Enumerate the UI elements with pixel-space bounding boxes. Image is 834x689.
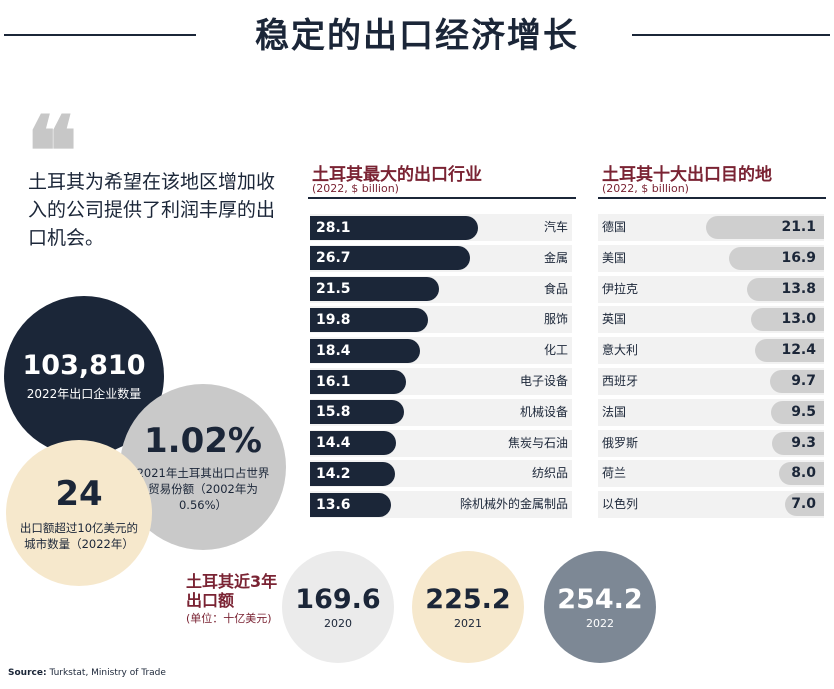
cities-value: 24 bbox=[55, 474, 103, 514]
source-text: Turkstat, Ministry of Trade bbox=[49, 668, 166, 678]
destinations-rule bbox=[598, 197, 826, 199]
year-label: 2020 bbox=[324, 617, 352, 630]
trade-share-stat: 1.02% 2021年土耳其出口占世界贸易份额（2002年为0.56%） bbox=[120, 384, 286, 550]
destination-country: 伊拉克 bbox=[602, 281, 639, 296]
year-export-bubble: 169.6 2020 bbox=[282, 551, 394, 663]
destinations-title: 土耳其十大出口目的地 bbox=[602, 165, 772, 185]
recent-exports-title-line2: 出口额 bbox=[186, 591, 235, 610]
industry-bar bbox=[310, 307, 428, 332]
industry-bar-value: 18.4 bbox=[316, 342, 351, 359]
destination-bar-value: 7.0 bbox=[791, 496, 816, 513]
industry-bar bbox=[310, 338, 420, 363]
cities-label: 出口额超过10亿美元的城市数量（2022年） bbox=[19, 521, 139, 551]
destination-country: 法国 bbox=[602, 404, 627, 419]
industry-bar bbox=[310, 246, 470, 271]
industries-title: 土耳其最大的出口行业 bbox=[312, 165, 482, 185]
industry-bar-value: 13.6 bbox=[316, 496, 351, 513]
destination-bar bbox=[779, 462, 824, 486]
destination-country: 意大利 bbox=[602, 343, 639, 358]
destination-bar bbox=[771, 400, 824, 424]
destination-bar-value: 12.4 bbox=[781, 342, 816, 359]
industry-category: 焦炭与石油 bbox=[507, 435, 568, 450]
destination-country: 俄罗斯 bbox=[602, 435, 639, 450]
destination-bar bbox=[772, 431, 824, 455]
page-title: 稳定的出口经济增长 bbox=[255, 16, 579, 56]
industry-bar bbox=[310, 369, 406, 394]
trade-share-label: 2021年土耳其出口占世界贸易份额（2002年为0.56%） bbox=[136, 466, 270, 512]
destination-bar bbox=[729, 246, 824, 270]
destination-bar-value: 13.0 bbox=[781, 311, 816, 328]
destination-bar bbox=[751, 308, 824, 332]
destination-country: 德国 bbox=[602, 220, 627, 234]
destination-country: 荷兰 bbox=[602, 466, 627, 481]
year-export-bubble: 254.2 2022 bbox=[544, 551, 656, 663]
recent-exports-title-line1: 土耳其近3年 bbox=[186, 572, 278, 591]
industry-bar bbox=[310, 492, 391, 517]
industry-bar-value: 14.4 bbox=[316, 435, 351, 452]
destination-bar bbox=[770, 370, 824, 393]
industry-category: 汽车 bbox=[543, 220, 568, 234]
destination-bar-value: 16.9 bbox=[781, 249, 816, 266]
quote-text: 土耳其为希望在该地区增加收入的公司提供了利润丰厚的出口机会。 bbox=[28, 171, 276, 249]
industry-bar bbox=[310, 215, 478, 240]
year-export-value: 169.6 bbox=[295, 584, 381, 615]
industry-bar-value: 21.5 bbox=[316, 281, 351, 298]
industry-category: 电子设备 bbox=[519, 374, 568, 388]
industry-bar-value: 19.8 bbox=[316, 311, 351, 328]
industry-bar bbox=[310, 400, 404, 425]
cities-stat: 24 出口额超过10亿美元的城市数量（2022年） bbox=[6, 440, 152, 586]
exporters-value: 103,810 bbox=[22, 350, 146, 381]
industry-bar-value: 14.2 bbox=[316, 465, 351, 482]
destination-bar-value: 8.0 bbox=[791, 465, 816, 482]
industry-category: 机械设备 bbox=[519, 404, 568, 419]
source-note: Source: Turkstat, Ministry of Trade bbox=[8, 668, 166, 678]
year-export-bubble: 225.2 2021 bbox=[412, 551, 524, 663]
industry-category: 金属 bbox=[543, 250, 568, 265]
destination-bar-value: 9.5 bbox=[791, 403, 816, 420]
destination-country: 以色列 bbox=[602, 497, 639, 512]
industry-bar-value: 28.1 bbox=[316, 219, 351, 236]
industry-category: 服饰 bbox=[543, 312, 568, 327]
industry-bar bbox=[310, 431, 396, 456]
destination-bar bbox=[747, 277, 824, 301]
industry-bar bbox=[310, 461, 395, 486]
destination-bar-value: 13.8 bbox=[781, 280, 816, 297]
exporters-label: 2022年出口企业数量 bbox=[26, 387, 142, 401]
quote-icon: ❝ bbox=[26, 95, 78, 208]
recent-exports-title: 土耳其近3年 出口额 bbox=[186, 572, 277, 610]
source-label: Source: bbox=[8, 668, 47, 678]
industry-category: 纺织品 bbox=[531, 466, 568, 481]
year-export-value: 225.2 bbox=[425, 584, 511, 615]
destination-country: 英国 bbox=[602, 312, 627, 327]
industry-bar-value: 15.8 bbox=[316, 404, 351, 421]
destination-bar-value: 9.3 bbox=[791, 434, 816, 451]
year-export-value: 254.2 bbox=[557, 584, 643, 615]
title-rule-left bbox=[4, 34, 196, 36]
destination-bar-value: 21.1 bbox=[781, 219, 816, 235]
industry-category: 化工 bbox=[543, 343, 568, 358]
industry-category: 除机械外的金属制品 bbox=[460, 497, 569, 512]
title-rule-right bbox=[632, 34, 830, 36]
trade-share-value: 1.02% bbox=[144, 421, 262, 461]
year-label: 2022 bbox=[586, 617, 614, 630]
industry-bar-value: 16.1 bbox=[316, 373, 351, 390]
industry-category: 食品 bbox=[543, 281, 568, 296]
destinations-subtitle: (2022, $ billion) bbox=[602, 182, 689, 195]
industries-subtitle: (2022, $ billion) bbox=[312, 182, 399, 195]
industry-bar bbox=[310, 277, 439, 302]
year-label: 2021 bbox=[454, 617, 482, 630]
destination-country: 美国 bbox=[602, 250, 627, 265]
destination-bar bbox=[785, 493, 824, 517]
industry-bar-value: 26.7 bbox=[316, 250, 351, 267]
destination-bar bbox=[755, 339, 824, 363]
destination-bar-value: 9.7 bbox=[791, 373, 816, 389]
recent-exports-unit: (单位：十亿美元) bbox=[186, 612, 272, 625]
destination-country: 西班牙 bbox=[602, 374, 639, 388]
destination-bar bbox=[706, 216, 824, 239]
industries-rule bbox=[308, 197, 576, 199]
